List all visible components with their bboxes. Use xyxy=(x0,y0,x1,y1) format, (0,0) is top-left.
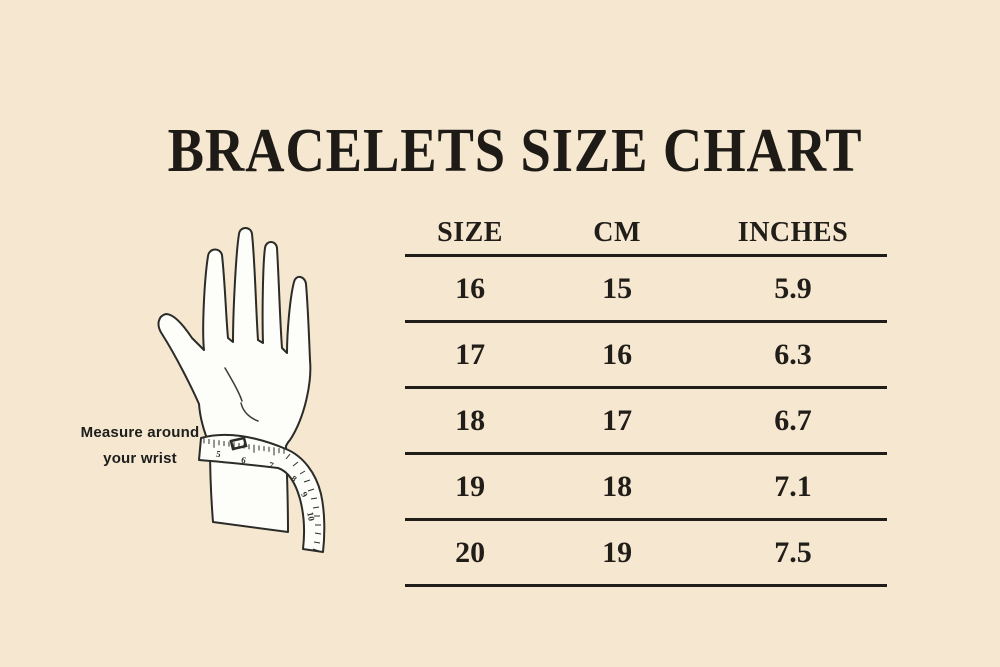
table-row: 17 16 6.3 xyxy=(405,323,887,389)
table-cell: 17 xyxy=(602,403,633,437)
tape-number-8: 8 xyxy=(289,473,299,484)
column-header-cm: CM xyxy=(593,217,641,248)
table-cell: 18 xyxy=(602,469,633,503)
measure-caption-line2: your wrist xyxy=(103,450,177,467)
palm-crease-upper xyxy=(224,367,243,402)
table-cell: 7.5 xyxy=(774,535,812,569)
table-body: 16 15 5.9 17 16 6.3 18 17 6.7 19 18 7.1 20 19 7.5 xyxy=(405,257,887,587)
measure-caption-line1: Measure around xyxy=(80,424,200,441)
table-cell: 6.3 xyxy=(774,337,812,371)
table-row: 20 19 7.5 xyxy=(405,521,887,587)
page-title: BRACELETS SIZE CHART xyxy=(167,116,863,185)
table-header-row: SIZE CM INCHES xyxy=(405,212,887,257)
hand-measuring-tape-illustration: 5 6 7 8 9 10 xyxy=(157,227,326,553)
measuring-tape xyxy=(198,433,326,553)
size-chart-table: SIZE CM INCHES 16 15 5.9 17 16 6.3 18 17 6.7 19 18… xyxy=(405,212,887,587)
tape-tick-marks-band xyxy=(203,438,285,456)
table-cell: 16 xyxy=(602,337,633,371)
table-cell: 6.7 xyxy=(774,403,812,437)
tape-number-5: 5 xyxy=(215,449,221,460)
table-cell: 17 xyxy=(455,337,486,371)
tape-number-6: 6 xyxy=(240,455,247,466)
table-cell: 7.1 xyxy=(774,469,812,503)
table-cell: 19 xyxy=(455,469,486,503)
tape-tick-marks-hanging xyxy=(285,453,322,552)
table-cell: 19 xyxy=(602,535,633,569)
table-row: 18 17 6.7 xyxy=(405,389,887,455)
column-header-inches: INCHES xyxy=(737,217,849,248)
table-cell: 16 xyxy=(455,271,486,305)
tape-number-7: 7 xyxy=(267,460,275,471)
tape-number-9: 9 xyxy=(299,490,310,500)
table-row: 16 15 5.9 xyxy=(405,257,887,323)
table-cell: 18 xyxy=(455,403,486,437)
measure-caption: Measure around your wrist xyxy=(55,420,225,472)
table-row: 19 18 7.1 xyxy=(405,455,887,521)
palm-crease-lower xyxy=(240,402,259,422)
tape-number-10: 10 xyxy=(305,511,317,522)
column-header-size: SIZE xyxy=(437,217,503,248)
hand-outline xyxy=(157,227,312,533)
table-cell: 20 xyxy=(455,535,486,569)
table-cell: 5.9 xyxy=(774,271,812,305)
table-cell: 15 xyxy=(602,271,633,305)
